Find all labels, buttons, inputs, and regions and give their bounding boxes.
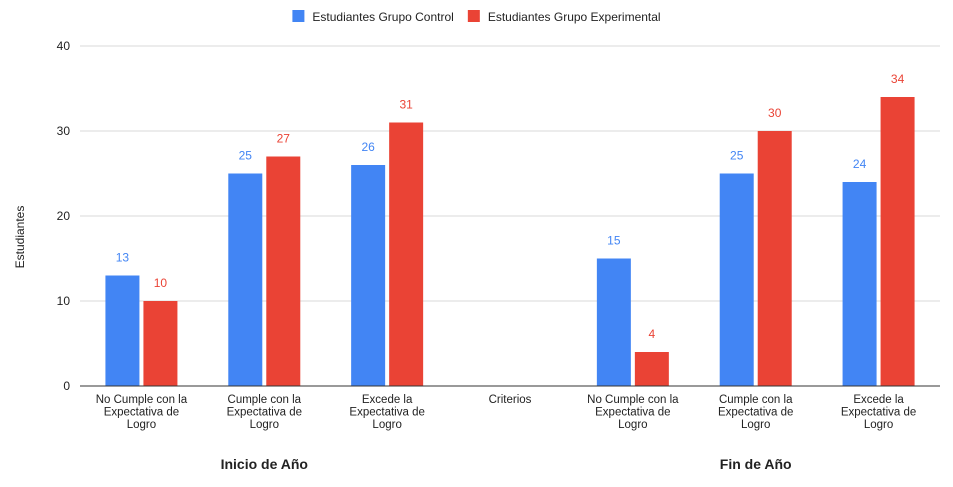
y-tick-label: 10 bbox=[57, 294, 71, 308]
data-label: 24 bbox=[853, 157, 867, 171]
data-label: 34 bbox=[891, 72, 905, 86]
bar bbox=[389, 122, 424, 386]
x-category-label: Excede la Expectativa de Logro bbox=[349, 394, 424, 431]
bar bbox=[351, 165, 386, 386]
y-tick-label: 40 bbox=[57, 39, 71, 53]
x-group-label: Inicio de Año bbox=[221, 456, 308, 472]
data-label: 10 bbox=[154, 276, 168, 290]
data-label: 25 bbox=[730, 149, 744, 163]
x-category-label: No Cumple con la Expectativa de Logro bbox=[587, 394, 679, 431]
x-group-label: Fin de Año bbox=[720, 456, 792, 472]
bar bbox=[266, 156, 301, 386]
data-labels: 13 25 26 15 25 24 10 27 31 4 30 34 bbox=[116, 72, 905, 341]
bar bbox=[842, 182, 877, 386]
legend: Estudiantes Grupo Control Estudiantes Gru… bbox=[292, 10, 661, 24]
y-axis-ticks: 0 10 20 30 40 bbox=[57, 39, 71, 393]
x-category-label: No Cumple con la Expectativa de Logro bbox=[96, 394, 188, 431]
data-label: 30 bbox=[768, 106, 782, 120]
legend-label: Estudiantes Grupo Experimental bbox=[488, 10, 661, 24]
legend-label: Estudiantes Grupo Control bbox=[312, 10, 453, 24]
gridlines bbox=[80, 45, 940, 302]
data-label: 15 bbox=[607, 234, 621, 248]
bar bbox=[143, 301, 178, 386]
x-category-label: Cumple con la Expectativa de Logro bbox=[227, 394, 302, 431]
legend-swatch bbox=[467, 10, 480, 22]
x-axis-group-labels: Inicio de Año Fin de Año bbox=[221, 456, 792, 472]
data-label: 27 bbox=[277, 132, 291, 146]
bar bbox=[880, 97, 915, 386]
data-label: 13 bbox=[116, 251, 130, 265]
bar bbox=[228, 173, 263, 386]
data-label: 26 bbox=[361, 140, 375, 154]
bar bbox=[105, 275, 140, 386]
y-tick-label: 30 bbox=[57, 124, 71, 138]
y-tick-label: 0 bbox=[63, 379, 70, 393]
bar bbox=[719, 173, 754, 386]
data-label: 25 bbox=[239, 149, 253, 163]
x-category-label: Cumple con la Expectativa de Logro bbox=[718, 394, 793, 431]
x-axis-category-labels: No Cumple con la Expectativa de Logro Cumpl… bbox=[96, 394, 917, 431]
y-tick-label: 20 bbox=[57, 209, 71, 223]
x-category-label: Excede la Expectativa de Logro bbox=[841, 394, 916, 431]
legend-swatch bbox=[292, 10, 305, 22]
x-category-label: Criterios bbox=[489, 394, 532, 406]
bars bbox=[105, 97, 915, 386]
y-axis-title: Estudiantes bbox=[13, 206, 27, 269]
bar bbox=[596, 258, 631, 386]
bar bbox=[634, 352, 669, 386]
data-label: 4 bbox=[649, 327, 656, 341]
data-label: 31 bbox=[399, 98, 413, 112]
bar bbox=[757, 131, 792, 386]
